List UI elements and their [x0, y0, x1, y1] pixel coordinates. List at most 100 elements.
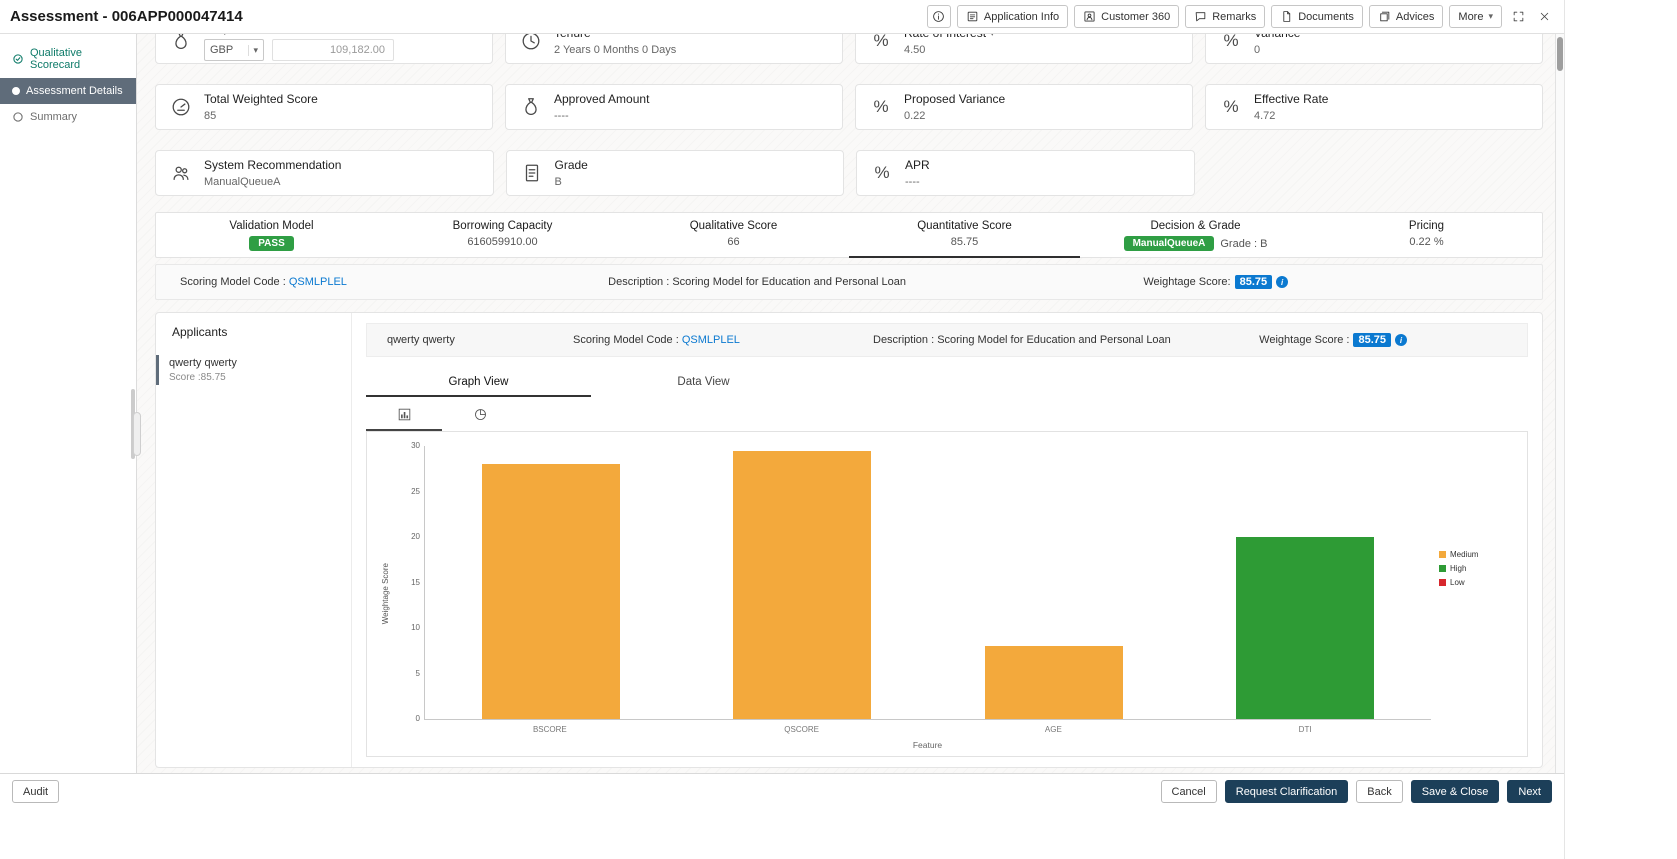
request-clarification-button[interactable]: Request Clarification	[1224, 780, 1349, 803]
remarks-button[interactable]: Remarks	[1185, 5, 1266, 28]
currency-select[interactable]: GBP ▾	[204, 39, 264, 61]
sidebar-collapse-handle[interactable]	[133, 412, 141, 456]
scrollbar-thumb[interactable]	[1557, 37, 1563, 71]
card-value: ----	[905, 176, 920, 188]
summary-validation-model[interactable]: Validation Model PASS	[156, 213, 387, 257]
bar-age[interactable]	[984, 646, 1123, 719]
expand-button[interactable]	[1508, 7, 1528, 27]
stacked-pages-icon	[1380, 11, 1390, 22]
x-axis-title: Feature	[912, 740, 943, 750]
tab-data-view[interactable]: Data View	[591, 369, 816, 397]
summary-label: Quantitative Score	[917, 220, 1012, 232]
bar-chart-tab[interactable]	[366, 399, 442, 431]
currency-value: GBP	[210, 44, 234, 56]
legend-label: Low	[1450, 578, 1465, 587]
percent-icon: %	[873, 97, 889, 116]
summary-qualitative-score[interactable]: Qualitative Score 66	[618, 213, 849, 257]
audit-button[interactable]: Audit	[12, 780, 60, 803]
close-button[interactable]	[1534, 7, 1554, 27]
page-scrollbar[interactable]	[1555, 34, 1564, 773]
summary-value: 0.22 %	[1409, 236, 1444, 248]
bar-qscore[interactable]	[733, 450, 872, 719]
decision-badge: ManualQueueA	[1123, 236, 1215, 251]
summary-label: Borrowing Capacity	[452, 220, 553, 232]
card-variance: % Variance 0	[1205, 34, 1543, 64]
bar-group	[425, 446, 677, 719]
scoring-model-code-link[interactable]: QSMLPLEL	[681, 334, 740, 346]
weightage-score-label: Weightage Score:	[1143, 276, 1231, 288]
applicant-header-code: Scoring Model Code : QSMLPLEL	[573, 334, 873, 346]
summary-label: Validation Model	[229, 220, 314, 232]
code-label: Scoring Model Code :	[573, 334, 679, 346]
advices-button[interactable]: Advices	[1368, 5, 1444, 28]
info-icon[interactable]: i	[1395, 334, 1407, 346]
card-label-text: Rate of Interest	[904, 34, 986, 40]
save-close-button[interactable]: Save & Close	[1410, 780, 1500, 803]
applicant-list-item[interactable]: qwerty qwerty Score :85.75	[156, 355, 351, 385]
scoring-model-code-link[interactable]: QSMLPLEL	[288, 276, 347, 288]
summary-label: Pricing	[1408, 220, 1445, 232]
info-icon[interactable]: i	[1276, 276, 1289, 288]
sidebar-item-summary[interactable]: Summary	[0, 104, 136, 130]
tab-graph-view[interactable]: Graph View	[366, 369, 591, 397]
scroll-region: Requested Amount GBP ▾	[155, 34, 1543, 768]
titlebar: Assessment - 006APP000047414 Application…	[0, 0, 1564, 34]
sidebar-item-label: Qualitative Scorecard	[30, 47, 82, 71]
money-bag-icon	[525, 98, 537, 115]
sidebar-item-assessment-details[interactable]: Assessment Details	[0, 78, 136, 104]
next-button[interactable]: Next	[1507, 780, 1552, 803]
requested-amount-input[interactable]	[272, 39, 394, 61]
card-label: Proposed Variance	[904, 92, 1006, 106]
card-value: ManualQueueA	[204, 176, 281, 188]
pie-chart-tab[interactable]	[442, 399, 518, 431]
x-tick-label: QSCORE	[784, 725, 819, 734]
customer-360-button[interactable]: Customer 360	[1074, 5, 1180, 28]
scoring-model-row: Scoring Model Code : QSMLPLEL Descriptio…	[155, 264, 1543, 300]
sidebar-item-qualitative-scorecard[interactable]: Qualitative Scorecard	[0, 40, 136, 78]
summary-value: 66	[727, 236, 740, 248]
bar-bscore[interactable]	[481, 464, 620, 719]
summary-value: ManualQueueA Grade : B	[1080, 236, 1311, 251]
card-label: Tenure	[554, 34, 676, 40]
weightage-score-badge: 85.75	[1234, 275, 1273, 289]
applicant-detail-header: qwerty qwerty Scoring Model Code : QSMLP…	[366, 323, 1528, 357]
card-body: Variance 0	[1254, 34, 1300, 56]
card-requested-amount: Requested Amount GBP ▾	[155, 34, 493, 64]
y-axis-title: Weightage Score	[381, 563, 390, 625]
application-info-button[interactable]: Application Info	[956, 5, 1069, 28]
summary-borrowing-capacity[interactable]: Borrowing Capacity 616059910.00	[387, 213, 618, 257]
summary-pricing[interactable]: Pricing 0.22 %	[1311, 213, 1542, 257]
circle-icon	[13, 112, 23, 122]
card-body: Tenure 2 Years 0 Months 0 Days	[554, 34, 676, 56]
applicants-title: Applicants	[172, 325, 228, 339]
applicant-detail: qwerty qwerty Scoring Model Code : QSMLP…	[352, 313, 1542, 767]
bar-group	[1180, 446, 1432, 719]
card-body: Effective Rate 4.72	[1254, 92, 1328, 122]
bar-group	[677, 446, 929, 719]
info-button[interactable]	[926, 5, 951, 28]
card-label: Requested Amount	[204, 34, 394, 35]
card-body: Approved Amount ----	[554, 92, 649, 122]
sidebar-item-label: Assessment Details	[26, 85, 123, 97]
documents-label: Documents	[1298, 10, 1354, 23]
back-button[interactable]: Back	[1356, 780, 1403, 803]
card-body: Requested Amount GBP ▾	[204, 34, 394, 61]
card-value: 0	[1254, 44, 1261, 56]
cancel-button[interactable]: Cancel	[1160, 780, 1217, 803]
card-value: 2 Years 0 Months 0 Days	[554, 44, 677, 56]
footer-bar: Audit Cancel Request Clarification Back …	[0, 773, 1564, 859]
card-value: 85	[204, 110, 217, 122]
application-info-label: Application Info	[983, 10, 1060, 23]
bar-dti[interactable]	[1236, 537, 1375, 719]
card-rate-of-interest: % Rate of Interest ▾ 4.50	[855, 34, 1193, 64]
chevron-down-icon[interactable]: ▾	[990, 34, 995, 39]
tab-label: Data View	[677, 376, 730, 388]
documents-button[interactable]: Documents	[1271, 5, 1363, 28]
y-tick-label: 25	[411, 486, 420, 496]
card-row: System Recommendation ManualQueueA Grade…	[155, 150, 1543, 196]
summary-quantitative-score[interactable]: Quantitative Score 85.75	[849, 213, 1080, 258]
percent-icon: %	[873, 34, 889, 50]
more-button[interactable]: More ▾	[1449, 5, 1502, 28]
summary-decision-grade[interactable]: Decision & Grade ManualQueueA Grade : B	[1080, 213, 1311, 257]
sidebar-item-label: Summary	[30, 111, 78, 123]
